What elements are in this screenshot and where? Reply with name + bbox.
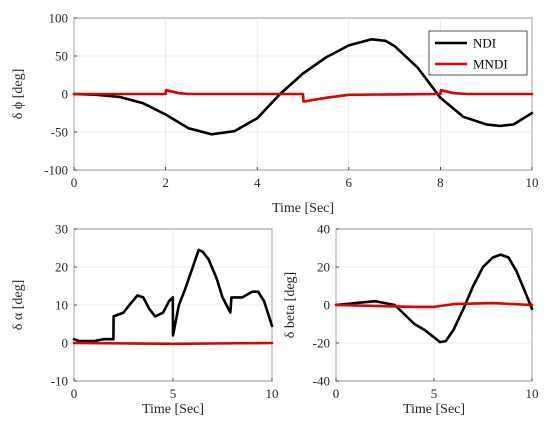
y-axis-label: δ ϕ [deg]	[11, 69, 26, 120]
x-tick-label: 0	[71, 386, 78, 401]
x-tick-label: 2	[162, 175, 169, 190]
legend-box	[428, 30, 528, 76]
y-axis-label: δ beta [deg]	[283, 272, 298, 338]
chart-beta: 0 5 10 -40 -20 0 20 40 Time [Sec] δ beta [deg]	[283, 222, 539, 418]
y-tick-label: 40	[317, 222, 330, 237]
chart-phi: 0 2 4 6 8 10 -100 -50 0 50 100 Time [Sec] δ ϕ [deg] N…	[11, 11, 539, 217]
x-tick-label: 5	[170, 386, 177, 401]
y-tick-label: 30	[55, 222, 68, 237]
series-line-mndi-phi	[72, 88, 534, 103]
y-tick-label: -50	[51, 125, 68, 140]
series-line-ndi-phi	[72, 38, 534, 136]
x-axis-label: Time [Sec]	[142, 402, 204, 417]
x-tick-label: 10	[526, 386, 539, 401]
y-tick-label: -20	[313, 336, 330, 351]
y-tick-label: -10	[51, 374, 68, 389]
y-tick-label: 20	[317, 260, 330, 275]
y-tick-label: 0	[62, 336, 69, 351]
legend: NDI MNDI	[428, 30, 528, 76]
y-tick-label: 0	[324, 298, 331, 313]
series-line-mndi-alpha	[72, 341, 274, 346]
x-axis-label: Time [Sec]	[272, 201, 334, 216]
x-tick-label: 10	[526, 175, 539, 190]
y-tick-label: 20	[55, 260, 68, 275]
y-tick-label: -100	[44, 163, 68, 178]
legend-label-mndi: MNDI	[473, 57, 508, 72]
y-axis-label: δ α [deg]	[11, 280, 26, 330]
x-tick-label: 6	[346, 175, 353, 190]
legend-label-ndi: NDI	[473, 36, 496, 51]
x-tick-label: 8	[437, 175, 444, 190]
series-line-mndi-beta	[334, 301, 534, 309]
y-tick-label: 10	[55, 298, 68, 313]
y-tick-label: -40	[313, 374, 330, 389]
series-line-ndi-alpha	[72, 248, 274, 343]
y-tick-label: 50	[55, 49, 68, 64]
x-axis-label: Time [Sec]	[403, 402, 465, 417]
x-tick-label: 4	[254, 175, 261, 190]
x-tick-label: 0	[71, 175, 78, 190]
series-line-ndi-beta	[334, 253, 534, 344]
y-tick-label: 0	[62, 87, 69, 102]
x-tick-label: 5	[431, 386, 438, 401]
x-tick-label: 0	[333, 386, 340, 401]
y-tick-label: 100	[49, 11, 69, 26]
x-tick-label: 10	[266, 386, 279, 401]
